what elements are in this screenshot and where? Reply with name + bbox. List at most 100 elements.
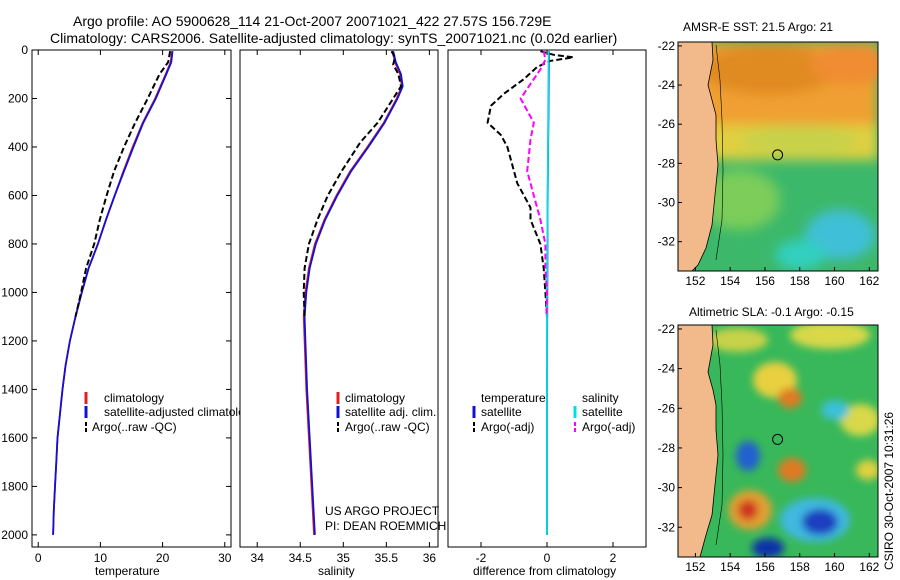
sst-map-title: AMSR-E SST: 21.5 Argo: 21 (683, 20, 833, 34)
map-x-tick-label: 162 (859, 274, 879, 288)
x-tick-label: 10 (94, 551, 108, 565)
legend-temp-climatology: climatology (104, 391, 164, 405)
x-tick-label: -2 (476, 551, 487, 565)
difference-xlabel: difference from climatology (473, 564, 616, 578)
sst-front (740, 125, 860, 155)
y-tick-label: 1400 (1, 382, 28, 396)
y-tick-label: 200 (8, 91, 28, 105)
x-tick-label: 35 (337, 551, 351, 565)
title-line-2: Climatology: CARS2006. Satellite-adjuste… (50, 30, 617, 46)
temperature-xlabel: temperature (95, 564, 160, 578)
map-y-tick-label: -22 (658, 322, 676, 336)
x-tick-label: 34 (251, 551, 265, 565)
legend-diff-salinity: salinity (582, 391, 619, 405)
x-tick-label: 30 (218, 551, 232, 565)
series-line (546, 51, 550, 535)
sla-float-marker (772, 433, 784, 445)
map-x-tick-label: 152 (685, 274, 705, 288)
difference-ticks: -2 0 2 (476, 50, 617, 565)
map-y-tick-label: -30 (658, 195, 676, 209)
x-tick-label: 36 (423, 551, 437, 565)
x-tick-label: 0 (544, 551, 551, 565)
sst-cool-patch (805, 210, 875, 260)
legend-sal-argo: Argo(..raw -QC) (345, 420, 430, 434)
sst-warm-east (810, 45, 878, 85)
map-y-tick-label: -28 (658, 156, 676, 170)
legend-diff-sal-satellite: satellite (582, 405, 623, 419)
sla-cold-core-2 (752, 538, 784, 557)
map-y-tick-label: -26 (658, 401, 676, 415)
map-y-tick-label: -28 (658, 441, 676, 455)
sla-map-title: Altimetric SLA: -0.1 Argo: -0.15 (689, 305, 854, 319)
sla-cool-patch (821, 400, 849, 420)
sla-map: Altimetric SLA: -0.1 Argo: -0.15 (658, 305, 880, 574)
sst-map-frame (677, 41, 879, 272)
series-line (52, 51, 174, 535)
legend-diff-temp-satellite: satellite (481, 405, 522, 419)
difference-panel: -2 0 2 difference from climatology tempera… (447, 49, 647, 578)
sla-patch-yellow-2 (790, 325, 870, 349)
series-line (519, 51, 549, 317)
sst-map: AMSR-E SST: 21.5 Argo: 21 152 154 156 158 16… (658, 20, 880, 288)
difference-legend: temperature satellite Argo(-adj) salinit… (472, 391, 635, 434)
y-tick-label: 1800 (1, 479, 28, 493)
sla-cold-core (802, 509, 838, 535)
map-y-tick-label: -32 (658, 520, 676, 534)
temperature-legend: climatology satellite-adjusted climatolo… (84, 391, 257, 434)
map-y-tick-label: -22 (658, 39, 676, 53)
map-x-tick-label: 154 (720, 560, 740, 574)
map-y-tick-label: -26 (658, 117, 676, 131)
pi-label: PI: DEAN ROEMMICH (325, 519, 446, 533)
y-tick-label: 400 (8, 140, 28, 154)
series-line (486, 50, 574, 317)
map-x-tick-label: 154 (720, 274, 740, 288)
sla-patch-yellow-5 (856, 460, 878, 480)
sla-isobath (715, 329, 724, 546)
map-y-tick-label: -32 (658, 235, 676, 249)
map-x-tick-label: 158 (790, 560, 810, 574)
series-line (303, 50, 404, 535)
map-x-tick-label: 162 (859, 560, 879, 574)
map-x-tick-label: 152 (685, 560, 705, 574)
title-line-1: Argo profile: AO 5900628_114 21-Oct-2007… (73, 13, 551, 29)
x-tick-label: 20 (156, 551, 170, 565)
sla-warm-eddy (778, 388, 802, 408)
credit-label: CSIRO 30-Oct-2007 10:31:26 (882, 412, 896, 570)
sla-patch-yellow-4 (840, 404, 878, 436)
map-x-tick-label: 156 (755, 560, 775, 574)
sst-float-marker (772, 149, 784, 161)
x-tick-label: 2 (610, 551, 617, 565)
map-x-tick-label: 160 (825, 560, 845, 574)
x-tick-label: 0 (35, 551, 42, 565)
project-label: US ARGO PROJECT (325, 504, 440, 518)
x-tick-label: 35.5 (375, 551, 399, 565)
sla-cold-eddy (736, 441, 760, 471)
difference-lines (486, 50, 574, 535)
y-tick-label: 2000 (1, 528, 28, 542)
sla-map-ticks: 152 154 156 158 160 162 -22 -24 -26 -28 -30 -32 (658, 322, 880, 574)
sst-cool-patch-2 (775, 240, 825, 270)
salinity-ticks: 34 34.5 35 35.5 36 (251, 50, 437, 565)
y-tick-label: 600 (8, 188, 28, 202)
temperature-axes-frame (31, 49, 232, 548)
sst-warm-core (700, 45, 840, 95)
y-tick-label: 800 (8, 237, 28, 251)
map-x-tick-label: 160 (825, 274, 845, 288)
map-y-tick-label: -24 (658, 362, 676, 376)
legend-diff-sal-argo: Argo(-adj) (582, 420, 635, 434)
sst-map-ticks: 152 154 156 158 160 162 -22 -24 -26 -28 -30 -32 (658, 39, 880, 288)
legend-diff-temp-argo: Argo(-adj) (481, 420, 534, 434)
salinity-xlabel: salinity (318, 564, 355, 578)
legend-sal-climatology: climatology (345, 391, 405, 405)
legend-sal-satellite: satellite adj. clim. (345, 405, 436, 419)
sla-hot-core (738, 500, 758, 520)
legend-diff-temperature: temperature (481, 391, 546, 405)
map-x-tick-label: 156 (755, 274, 775, 288)
salinity-panel: 34 34.5 35 35.5 36 salinity climatology sate… (239, 49, 446, 578)
x-tick-label: 34.5 (289, 551, 313, 565)
sst-land (678, 42, 719, 271)
salinity-legend: climatology satellite adj. clim. Argo(..… (336, 391, 436, 434)
salinity-lines (302, 50, 404, 535)
map-y-tick-label: -30 (658, 481, 676, 495)
